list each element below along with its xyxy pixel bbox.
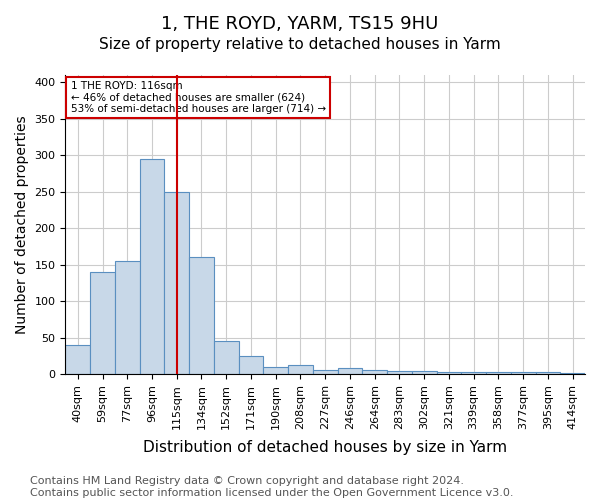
Bar [263,366,288,374]
Bar [486,372,511,374]
Bar [362,370,387,374]
Text: 1, THE ROYD, YARM, TS15 9HU: 1, THE ROYD, YARM, TS15 9HU [161,15,439,33]
Bar [536,372,560,374]
Bar [387,371,412,374]
Bar [90,272,115,374]
Bar [115,261,140,374]
Text: Size of property relative to detached houses in Yarm: Size of property relative to detached ho… [99,38,501,52]
X-axis label: Distribution of detached houses by size in Yarm: Distribution of detached houses by size … [143,440,507,455]
Bar [65,345,90,374]
Y-axis label: Number of detached properties: Number of detached properties [15,115,29,334]
Text: 1 THE ROYD: 116sqm
← 46% of detached houses are smaller (624)
53% of semi-detach: 1 THE ROYD: 116sqm ← 46% of detached hou… [71,81,326,114]
Bar [214,341,239,374]
Bar [288,364,313,374]
Bar [437,372,461,374]
Bar [511,372,536,374]
Bar [140,159,164,374]
Bar [338,368,362,374]
Bar [461,372,486,374]
Bar [189,258,214,374]
Bar [164,192,189,374]
Bar [412,371,437,374]
Bar [313,370,338,374]
Bar [560,372,585,374]
Bar [239,356,263,374]
Text: Contains HM Land Registry data © Crown copyright and database right 2024.
Contai: Contains HM Land Registry data © Crown c… [30,476,514,498]
